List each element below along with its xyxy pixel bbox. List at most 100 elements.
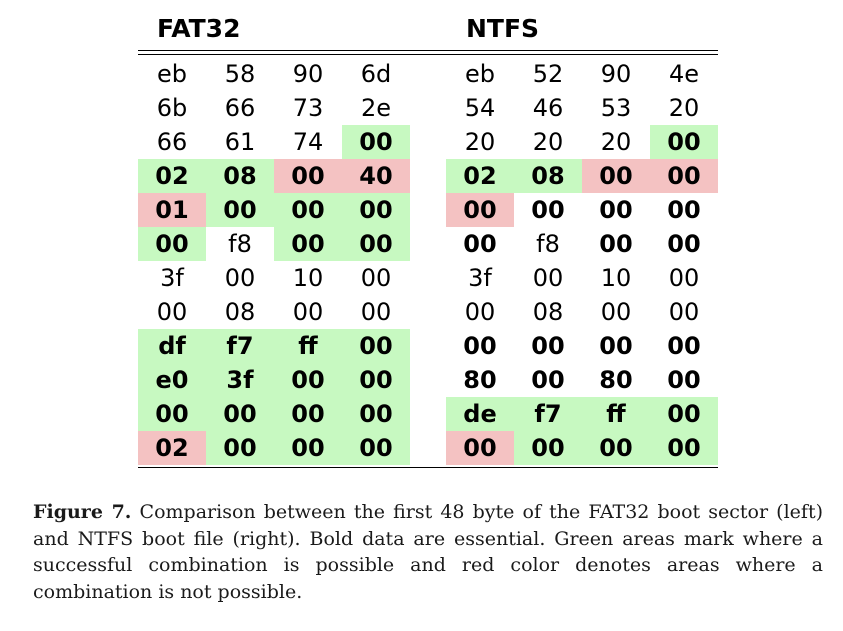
fat32-byte-cell: 00 (206, 397, 274, 431)
ntfs-byte-cell: 00 (531, 366, 565, 394)
fat32-byte-cell: 90 (292, 60, 324, 88)
fat32-byte-cell: 02 (138, 431, 206, 465)
fat32-row: 00 f8 00 00 (138, 227, 410, 261)
ntfs-header: NTFS (466, 14, 540, 43)
fat32-row: e0 3f 00 00 (138, 363, 410, 397)
ntfs-byte-cell: f7 (514, 397, 582, 431)
ntfs-byte-cell: 00 (463, 332, 497, 360)
fat32-byte-cell: 00 (342, 227, 410, 261)
fat32-byte-cell: 00 (138, 227, 206, 261)
ntfs-byte-cell: 00 (599, 332, 633, 360)
fat32-row: 01 00 00 00 (138, 193, 410, 227)
fat32-byte-cell: 01 (138, 193, 206, 227)
ntfs-byte-cell: 20 (668, 94, 700, 122)
ntfs-byte-cell: 46 (532, 94, 564, 122)
ntfs-byte-grid: eb 52 90 4e 54 46 53 20 20 20 20 00 02 08 00 00 00 00 00 00… (446, 57, 718, 465)
fat32-byte-cell: 08 (224, 298, 256, 326)
ntfs-row: 3f 00 10 00 (446, 261, 718, 295)
fat32-byte-cell: 00 (360, 264, 392, 292)
fat32-byte-cell: 00 (342, 125, 410, 159)
ntfs-byte-cell: 08 (514, 159, 582, 193)
ntfs-byte-cell: 00 (667, 366, 701, 394)
ntfs-byte-cell: 00 (650, 397, 718, 431)
fat32-byte-cell: 00 (292, 298, 324, 326)
ntfs-row: 00 00 00 00 (446, 431, 718, 465)
fat32-byte-cell: 58 (224, 60, 256, 88)
fat32-byte-cell: 6b (156, 94, 188, 122)
ntfs-byte-cell: 00 (667, 230, 701, 258)
ntfs-byte-cell: 80 (599, 366, 633, 394)
fat32-byte-cell: 00 (274, 431, 342, 465)
ntfs-row: 02 08 00 00 (446, 159, 718, 193)
ntfs-row: 00 f8 00 00 (446, 227, 718, 261)
ntfs-byte-cell: 20 (600, 128, 632, 156)
ntfs-byte-cell: 00 (668, 264, 700, 292)
ntfs-byte-cell: 02 (446, 159, 514, 193)
fat32-byte-cell: 08 (206, 159, 274, 193)
top-rule-second (138, 54, 718, 55)
fat32-byte-cell: 00 (138, 397, 206, 431)
fat32-byte-cell: 00 (342, 193, 410, 227)
ntfs-byte-cell: 00 (667, 332, 701, 360)
ntfs-byte-cell: 00 (599, 230, 633, 258)
fat32-row: 00 00 00 00 (138, 397, 410, 431)
ntfs-byte-cell: 00 (667, 196, 701, 224)
fat32-byte-cell: 66 (156, 128, 188, 156)
ntfs-byte-cell: 00 (650, 159, 718, 193)
fat32-byte-cell: 40 (342, 159, 410, 193)
ntfs-byte-cell: 00 (463, 230, 497, 258)
fat32-byte-cell: 00 (274, 193, 342, 227)
ntfs-byte-cell: 52 (532, 60, 564, 88)
fat32-row: 00 08 00 00 (138, 295, 410, 329)
fat32-byte-cell: 10 (292, 264, 324, 292)
ntfs-row: 00 08 00 00 (446, 295, 718, 329)
fat32-byte-grid: eb 58 90 6d 6b 66 73 2e 66 61 74 00 02 08 00 40 01 00 00 00… (138, 57, 410, 465)
ntfs-byte-cell: 00 (464, 298, 496, 326)
fat32-row: 02 00 00 00 (138, 431, 410, 465)
fat32-byte-cell: f8 (228, 230, 252, 258)
fat32-byte-cell: 00 (274, 363, 342, 397)
ntfs-byte-cell: ff (582, 397, 650, 431)
ntfs-byte-cell: 00 (446, 431, 514, 465)
ntfs-byte-cell: 53 (600, 94, 632, 122)
bottom-rule (138, 467, 718, 468)
fat32-row: eb 58 90 6d (138, 57, 410, 91)
fat32-byte-cell: 00 (342, 363, 410, 397)
fat32-byte-cell: ff (274, 329, 342, 363)
figure-label: Figure 7. (33, 501, 132, 523)
ntfs-byte-cell: f8 (536, 230, 560, 258)
ntfs-byte-cell: 20 (532, 128, 564, 156)
ntfs-byte-cell: 00 (582, 159, 650, 193)
fat32-byte-cell: 6d (360, 60, 392, 88)
fat32-row: 6b 66 73 2e (138, 91, 410, 125)
fat32-row: df f7 ff 00 (138, 329, 410, 363)
ntfs-row: 54 46 53 20 (446, 91, 718, 125)
fat32-byte-cell: 00 (274, 397, 342, 431)
ntfs-row: 20 20 20 00 (446, 125, 718, 159)
fat32-byte-cell: 73 (292, 94, 324, 122)
ntfs-byte-cell: 20 (464, 128, 496, 156)
fat32-byte-cell: 3f (160, 264, 184, 292)
fat32-byte-cell: 00 (342, 431, 410, 465)
fat32-byte-cell: 00 (224, 264, 256, 292)
fat32-byte-cell: 00 (360, 298, 392, 326)
ntfs-byte-cell: 00 (514, 431, 582, 465)
ntfs-byte-cell: 00 (599, 196, 633, 224)
ntfs-byte-cell: de (446, 397, 514, 431)
ntfs-byte-cell: 00 (531, 196, 565, 224)
ntfs-byte-cell: 54 (464, 94, 496, 122)
ntfs-byte-cell: 10 (600, 264, 632, 292)
ntfs-byte-cell: 00 (532, 264, 564, 292)
fat32-row: 3f 00 10 00 (138, 261, 410, 295)
fat32-byte-cell: 00 (206, 193, 274, 227)
caption-text: Comparison between the first 48 byte of … (33, 501, 823, 603)
ntfs-byte-cell: 00 (531, 332, 565, 360)
ntfs-byte-cell: 80 (463, 366, 497, 394)
fat32-byte-cell: df (138, 329, 206, 363)
fat32-byte-cell: 02 (138, 159, 206, 193)
ntfs-byte-cell: 00 (650, 431, 718, 465)
fat32-byte-cell: 00 (206, 431, 274, 465)
ntfs-byte-cell: 00 (446, 193, 514, 227)
fat32-byte-cell: 74 (292, 128, 324, 156)
fat32-row: 02 08 00 40 (138, 159, 410, 193)
